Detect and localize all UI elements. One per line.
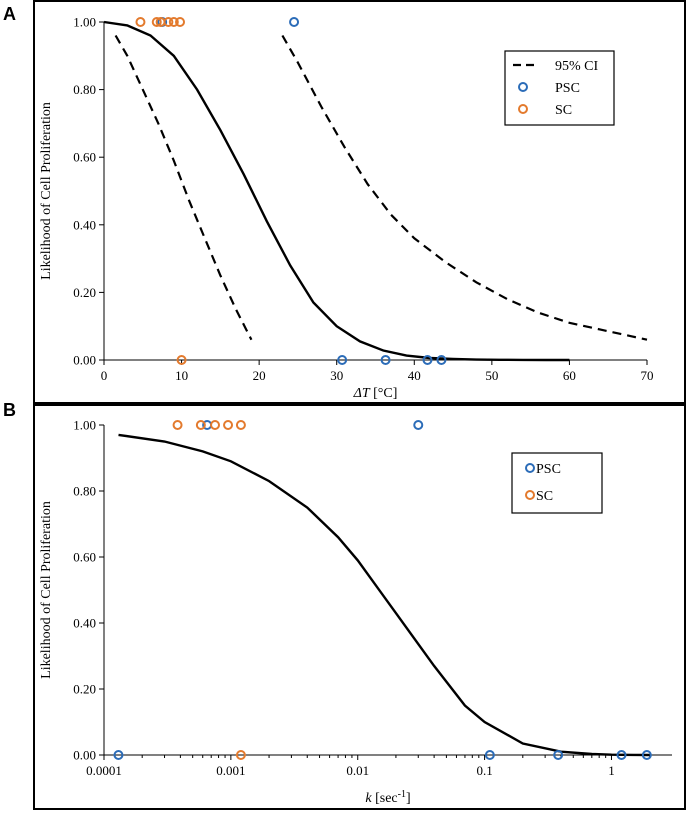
panel-b-legend-sc-swatch	[525, 490, 535, 500]
panel-a-x-tick-label: 60	[563, 368, 576, 383]
panel-a-x-tick-label: 20	[253, 368, 266, 383]
panel-a-psc-point	[337, 355, 348, 365]
panel-b-y-tick-label: 0.20	[73, 682, 96, 697]
panel-a-x-tick-label: 0	[101, 368, 108, 383]
panel-a-ci-upper-line	[281, 34, 648, 341]
panel-b-sc-point	[172, 420, 183, 430]
panel-a-frame	[33, 0, 686, 404]
panel-b-psc-point	[113, 750, 124, 760]
panel-a-x-tick-label: 10	[175, 368, 188, 383]
panel-b-x-tick-label: 0.001	[216, 763, 245, 778]
panel-b-legend-label: SC	[536, 489, 553, 504]
panel-a-psc-point	[289, 17, 300, 27]
panel-a-sc-point	[163, 17, 174, 27]
panel-b-letter: B	[3, 400, 16, 420]
panel-b-x-tick-label: 1	[608, 763, 615, 778]
panel-a-x-tick-label: 50	[485, 368, 498, 383]
panel-a-sc-point	[151, 17, 162, 27]
panel-a-y-tick-label: 1.00	[73, 15, 96, 30]
panel-a-letter: A	[3, 4, 16, 24]
panel-b-y-tick-label: 0.60	[73, 550, 96, 565]
panel-a-y-axis-title: Likelihood of Cell Proliferation	[39, 102, 54, 280]
panel-b-x-tick-label: 0.1	[476, 763, 492, 778]
panel-b: 0.00 0.20 0.40 0.60 0.80 1.00 0.0001 0.001 0.01 0…	[39, 418, 672, 806]
panel-b-psc-point	[553, 750, 564, 760]
panel-b-legend-box	[511, 452, 603, 514]
panel-b-y-axis-title: Likelihood of Cell Proliferation	[39, 501, 54, 679]
panel-a-sc-point	[176, 355, 187, 365]
panel-b-y-tick-label: 0.80	[73, 484, 96, 499]
panel-a-psc-point	[436, 355, 447, 365]
panel-a-y-tick-label: 0.00	[73, 353, 96, 368]
panel-b-x-tick-label: 0.0001	[86, 763, 122, 778]
panel-b-psc-point	[413, 420, 424, 430]
panel-b-legend-psc-swatch	[525, 463, 535, 473]
panel-a-x-tick-label: 40	[408, 368, 421, 383]
panel-a-fit-line	[103, 20, 570, 362]
panel-a-y-tick-label: 0.80	[73, 82, 96, 97]
panel-a-legend-label: 95% CI	[555, 59, 599, 74]
panel-b-sc-point	[223, 420, 234, 430]
panel-b-legend-label: PSC	[536, 462, 561, 477]
panel-a-x-tick-label: 30	[330, 368, 343, 383]
panel-a-sc-point	[175, 17, 186, 27]
panel-a-x-axis-title: ΔT [°C]	[353, 386, 398, 401]
panel-a-legend-label: PSC	[555, 81, 580, 96]
panel-a-legend-label: SC	[555, 103, 572, 118]
panel-b-psc-point	[616, 750, 627, 760]
panel-b-x-tick-label: 0.01	[346, 763, 369, 778]
panel-b-psc-point	[484, 750, 495, 760]
panel-b-x-axis-title: k [sec-1]	[365, 789, 410, 806]
panel-a-y-tick-label: 0.20	[73, 285, 96, 300]
panel-a-psc-point	[380, 355, 391, 365]
panel-a-sc-point	[135, 17, 146, 27]
panel-a-x-tick-label: 70	[641, 368, 654, 383]
panel-b-frame	[33, 404, 686, 810]
panel-a-sc-point	[168, 17, 179, 27]
panel-a-legend-psc-swatch	[518, 82, 528, 92]
panel-a-y-tick-label: 0.40	[73, 217, 96, 232]
panel-a: 0.00 0.20 0.40 0.60 0.80 1.00 0 10 20 30 40 50 60 70 L…	[39, 15, 654, 402]
panel-b-y-tick-label: 0.40	[73, 616, 96, 631]
panel-b-y-tick-label: 0.00	[73, 748, 96, 763]
panel-b-sc-point	[235, 420, 246, 430]
panel-a-psc-point	[422, 355, 433, 365]
panel-b-y-tick-label: 1.00	[73, 418, 96, 433]
panel-a-legend-sc-swatch	[518, 104, 528, 114]
panel-b-sc-point	[195, 420, 206, 430]
panel-b-sc-point	[235, 750, 246, 760]
panel-b-sc-point	[210, 420, 221, 430]
panel-a-ci-lower-line	[114, 34, 253, 341]
panel-a-y-tick-label: 0.60	[73, 150, 96, 165]
panel-b-psc-point	[641, 750, 652, 760]
panel-b-fit-line	[118, 433, 650, 757]
